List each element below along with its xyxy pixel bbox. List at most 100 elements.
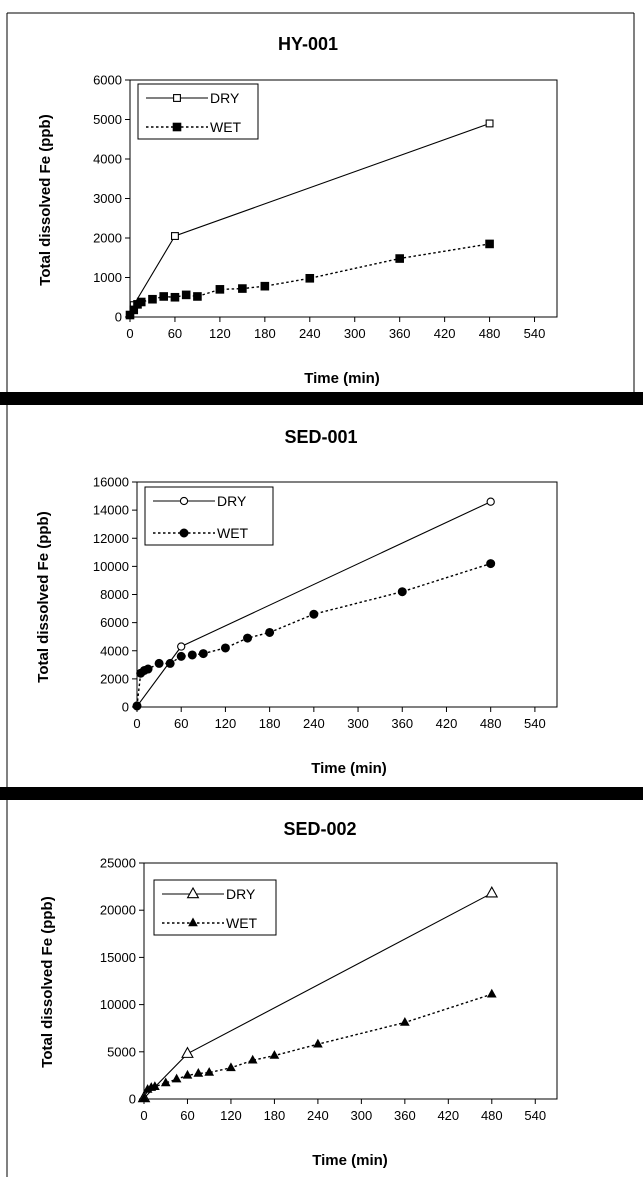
legend-box [153, 879, 277, 936]
x-axis-title: Time (min) [304, 370, 380, 387]
legend-label-wet: WET [226, 915, 258, 931]
y-tick-label: 3000 [93, 191, 122, 206]
x-tick-label: 300 [347, 716, 369, 731]
x-tick-label: 60 [174, 716, 188, 731]
legend-marker-dry [173, 94, 181, 102]
legend-label-dry: DRY [226, 886, 256, 902]
data-point-wet [238, 284, 247, 293]
data-point-wet [305, 273, 315, 283]
x-tick-label: 180 [259, 716, 281, 731]
series-line-dry [129, 122, 490, 316]
series-wet [139, 988, 497, 1102]
x-tick-label: 540 [524, 716, 546, 731]
data-point-wet [485, 239, 494, 249]
data-point-wet [309, 609, 319, 619]
y-tick-label: 1000 [93, 270, 122, 285]
x-tick-label: 120 [215, 716, 237, 731]
y-tick-label: 10000 [93, 559, 129, 574]
data-point-wet [226, 1062, 236, 1072]
legend-marker-wet [172, 122, 182, 132]
y-tick-label: 15000 [100, 950, 136, 965]
data-point-wet [220, 643, 230, 653]
y-tick-label: 16000 [93, 475, 129, 490]
x-tick-label: 480 [480, 716, 502, 731]
y-tick-label: 4000 [100, 643, 129, 658]
y-tick-label: 0 [122, 700, 129, 715]
y-tick-label: 2000 [100, 671, 129, 686]
data-point-wet [160, 1077, 171, 1087]
data-point-wet [182, 1069, 193, 1079]
data-point-dry [177, 642, 186, 651]
x-tick-label: 300 [344, 326, 366, 341]
data-point-wet [170, 292, 180, 302]
chart-panel-3: SED-002 0 5000 10000 15000 20000 25000 0 60 120 18… [39, 819, 558, 1169]
legend-label-dry: DRY [217, 493, 247, 509]
data-point-wet [171, 1073, 182, 1083]
y-tick-label: 6000 [100, 615, 129, 630]
legend-label-dry: DRY [210, 90, 240, 106]
data-point-wet [486, 988, 497, 998]
x-tick-label: 240 [299, 326, 321, 341]
x-tick-label: 240 [307, 1108, 329, 1123]
series-line-wet [136, 562, 491, 706]
data-point-wet [486, 559, 496, 569]
x-tick-label: 0 [140, 1108, 147, 1123]
y-tick-label: 10000 [100, 997, 136, 1012]
legend: DRY WET [153, 879, 277, 936]
x-tick-label: 240 [303, 716, 325, 731]
data-point-wet [313, 1038, 323, 1048]
y-tick-label: 6000 [93, 73, 122, 88]
data-point-wet [150, 1081, 160, 1090]
data-point-wet [243, 633, 253, 643]
data-point-wet [193, 1068, 204, 1077]
series-dry [126, 119, 494, 319]
y-tick-label: 20000 [100, 903, 136, 918]
legend-marker-wet [188, 917, 198, 927]
data-point-dry [486, 497, 495, 506]
data-point-wet [148, 294, 157, 304]
data-point-wet [132, 701, 142, 711]
legend: DRY WET [144, 486, 274, 546]
data-point-wet [193, 292, 202, 301]
data-point-wet [159, 292, 169, 301]
series-line-wet [143, 993, 493, 1099]
chart-panel-2: SED-001 0 2000 4000 6000 8000 10000 12000 14000 1… [35, 427, 558, 777]
panel-separator-bar [0, 787, 643, 800]
x-tick-label: 120 [220, 1108, 242, 1123]
x-tick-label: 360 [391, 716, 413, 731]
chart-title: HY-001 [278, 34, 338, 54]
y-tick-label: 5000 [107, 1044, 136, 1059]
y-axis-title: Total dissolved Fe (ppb) [37, 114, 54, 285]
x-tick-label: 360 [394, 1108, 416, 1123]
legend-marker-wet [179, 528, 189, 538]
data-point-wet [176, 651, 186, 661]
data-point-dry [485, 886, 499, 898]
data-point-wet [395, 254, 404, 263]
legend-box [137, 83, 259, 140]
y-tick-label: 2000 [93, 231, 122, 246]
chart-title: SED-002 [283, 819, 356, 839]
data-point-wet [397, 587, 407, 597]
x-tick-label: 300 [351, 1108, 373, 1123]
y-tick-label: 0 [129, 1092, 136, 1107]
y-tick-label: 5000 [93, 112, 122, 127]
panel-separator-bar [0, 392, 643, 405]
data-point-wet [265, 627, 275, 637]
x-tick-label: 360 [389, 326, 411, 341]
y-axis-title: Total dissolved Fe (ppb) [39, 896, 56, 1067]
x-tick-label: 540 [524, 326, 546, 341]
data-point-wet [143, 664, 153, 674]
data-point-dry [170, 232, 179, 240]
x-tick-label: 540 [524, 1108, 546, 1123]
data-point-wet [247, 1054, 258, 1064]
plot-area-frame [143, 862, 558, 1100]
legend-label-wet: WET [210, 119, 242, 135]
x-axis-title: Time (min) [311, 760, 387, 777]
data-point-wet [139, 1093, 149, 1102]
data-point-wet [154, 658, 164, 668]
x-tick-label: 0 [126, 326, 133, 341]
y-tick-label: 0 [115, 310, 122, 325]
y-axis-title: Total dissolved Fe (ppb) [35, 511, 52, 682]
y-tick-label: 4000 [93, 152, 122, 167]
